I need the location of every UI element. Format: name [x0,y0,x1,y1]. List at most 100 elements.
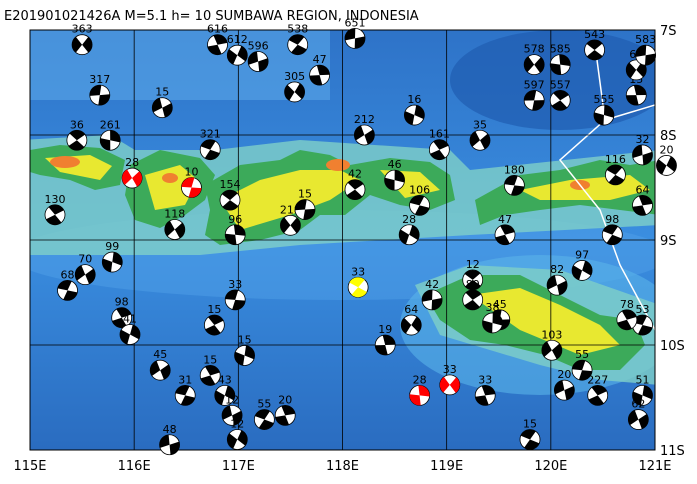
beachball-lobe [626,61,647,79]
beachball [101,251,123,273]
beachball-lobe [524,90,545,111]
depth-label: 585 [550,43,571,56]
depth-label: 12 [230,418,244,431]
beachball-lobe [227,430,248,449]
beachball-lobe [102,252,123,272]
depth-label: 68 [61,268,75,281]
beachball [400,314,422,336]
depth-label: 616 [207,23,228,36]
x-tick-label: 120E [534,459,567,474]
beachball [627,409,649,430]
beachball-lobe [547,275,568,295]
x-tick-label: 119E [430,459,463,474]
beachball-lobe [409,195,430,216]
depth-label: 28 [402,213,416,226]
depth-label: 363 [72,23,93,36]
beachball-lobe [181,177,202,198]
beachball-lobe [112,307,132,328]
beachball [469,129,491,151]
x-tick-label: 115E [13,459,46,474]
beachball [149,359,171,381]
beachball [494,224,516,246]
beachball-lobe [57,280,78,301]
beachball-lobe [554,380,575,400]
beachball-lobe [119,324,141,345]
beachball-lobe [401,316,422,334]
beachball-lobe [46,204,64,225]
depth-label: 33 [443,363,457,376]
beachball-lobe [504,175,525,196]
beachball-lobe [656,156,677,175]
beachball [593,104,615,126]
beachball [625,59,647,81]
depth-label: 106 [409,183,430,196]
depth-label: 33 [351,265,365,278]
depth-label: 89 [466,278,480,291]
beachball-lobe [524,56,545,73]
beachball [398,224,420,246]
beachball [384,169,405,191]
beachball [111,307,133,329]
beachball [66,129,88,151]
depth-label: 19 [378,323,392,336]
x-tick-label: 117E [222,459,255,474]
beachball-lobe [309,65,330,86]
beachball-lobe [384,170,405,191]
depth-label: 20 [557,368,571,381]
beachball-lobe [68,130,86,151]
depth-label: 12 [225,393,239,406]
beachball [374,334,396,356]
beachball [253,409,275,430]
beachball-lobe [255,409,274,430]
beachball-lobe [399,225,420,245]
depth-label: 33 [478,373,492,386]
beachball [605,164,626,186]
beachball-lobe [159,434,180,455]
depth-label: 118 [164,208,185,221]
beachball-lobe [354,125,375,145]
beachball-lobe [294,199,316,220]
depth-label: 41 [123,313,137,326]
beachball-lobe [430,139,449,160]
depth-label: 28 [413,373,427,386]
beachball-lobe [221,190,239,211]
y-tick-label: 11S [660,444,685,459]
beachball [71,34,93,56]
beachball [344,179,366,201]
depth-label: 33 [228,278,242,291]
beachball-lobe [464,269,481,290]
beachball-lobe [100,130,121,151]
beachball [625,84,647,106]
beachball-lobe [617,309,637,330]
beachball [219,189,241,211]
beachball [616,309,638,331]
depth-label: 578 [524,43,545,56]
beachball [309,64,330,86]
beachball [584,39,605,61]
beachball-lobe [164,220,185,239]
beachball-lobe [635,45,656,66]
beachball [482,312,503,334]
beachball [462,269,484,291]
beachball-lobe [234,345,255,366]
depth-label: 46 [388,158,402,171]
beachball [474,384,496,406]
depth-label: 47 [313,53,327,66]
beachball-lobe [248,51,269,72]
depth-label: 70 [78,253,92,266]
beachball [546,274,568,296]
depth-label: 212 [354,113,375,126]
depth-label: 53 [636,303,650,316]
beachball-lobe [207,34,228,55]
beachball-lobe [222,405,243,426]
depth-label: 651 [345,16,366,29]
beachball-lobe [551,90,569,111]
beachball-lobe [464,289,482,310]
depth-label: 97 [575,248,589,261]
depth-label: 55 [575,348,589,361]
beachball [428,139,450,161]
beachball-lobe [572,360,592,381]
beachball-lobe [175,385,195,406]
depth-label: 15 [523,418,537,431]
depth-label: 227 [587,373,608,386]
